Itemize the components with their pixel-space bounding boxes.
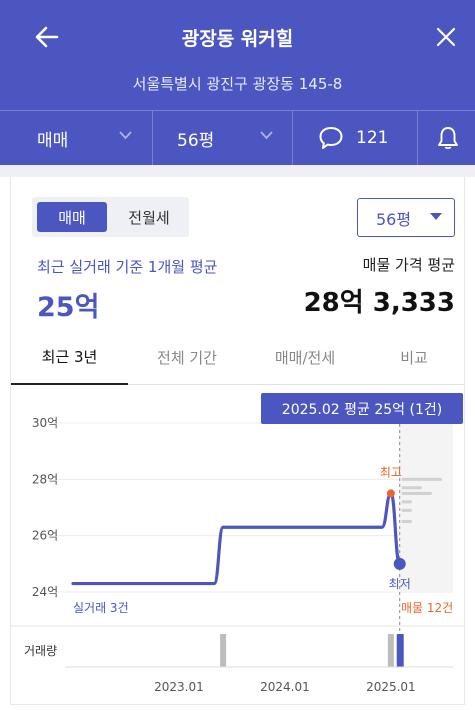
content-card xyxy=(10,177,465,705)
comment-icon xyxy=(319,127,343,149)
back-arrow-icon[interactable] xyxy=(32,22,62,52)
recent-average-value: 25억 xyxy=(37,292,100,323)
period-tabs: 최근 3년 전체 기간 매매/전세 비교 xyxy=(11,330,464,385)
tab-compare[interactable]: 비교 xyxy=(400,349,428,367)
toggle-sale[interactable]: 매매 xyxy=(37,202,107,232)
trade-count-label: 실거래 3건 xyxy=(73,601,129,615)
max-label: 최고 xyxy=(380,465,402,479)
deal-type-toggle: 매매 전월세 xyxy=(32,197,189,237)
toggle-lease[interactable]: 전월세 xyxy=(128,208,170,227)
volume-bar xyxy=(220,634,227,667)
y-tick-label: 26억 xyxy=(32,529,58,543)
x-tick-label: 2024.01 xyxy=(260,680,310,694)
price-chart[interactable]: 24억 26억 28억 30억 최고 최저 실거래 3건 매물 12건 거래량 202… xyxy=(11,386,464,704)
y-tick-label: 24억 xyxy=(32,585,58,599)
tab-sale-lease[interactable]: 매매/전세 xyxy=(274,349,336,367)
notification-button[interactable] xyxy=(417,111,475,165)
deal-type-label: 매매 xyxy=(37,130,69,151)
x-tick-label: 2025.01 xyxy=(366,680,416,694)
y-tick-label: 28억 xyxy=(32,472,58,486)
bell-icon xyxy=(438,127,458,150)
listing-bar xyxy=(401,520,412,524)
y-tick-label: 30억 xyxy=(32,416,58,430)
volume-bar xyxy=(396,634,404,667)
min-label: 최저 xyxy=(389,577,411,591)
header-divider xyxy=(0,110,475,111)
listing-average-label: 매물 가격 평균 xyxy=(362,256,455,274)
recent-average-label: 최근 실거래 기준 1개월 평균 xyxy=(37,258,218,276)
tooltip: 2025.02 평균 25억 (1건) xyxy=(261,393,463,424)
page-title: 광장동 워커힐 xyxy=(181,28,294,50)
volume-bar xyxy=(387,634,394,667)
app-header: 광장동 워커힐 서울특별시 광진구 광장동 145-8 매매 56평 121 xyxy=(0,0,475,165)
tooltip-text: 2025.02 평균 25억 (1건) xyxy=(282,402,442,418)
caret-down-icon xyxy=(430,213,442,220)
listing-average-value: 28억 3,333 xyxy=(303,288,455,318)
area-label: 56평 xyxy=(177,130,215,151)
listing-bar xyxy=(401,508,412,512)
listing-bar xyxy=(401,491,432,495)
listing-bar xyxy=(401,477,442,481)
chevron-down-icon xyxy=(119,131,132,140)
area-select[interactable]: 56평 xyxy=(357,198,455,237)
x-tick-label: 2023.01 xyxy=(154,680,204,694)
chevron-down-icon xyxy=(260,131,273,140)
selected-point-marker xyxy=(393,557,406,570)
listing-count-label: 매물 12건 xyxy=(401,601,453,615)
address-text: 서울특별시 광진구 광장동 145-8 xyxy=(132,75,343,93)
tab-all-period[interactable]: 전체 기간 xyxy=(157,349,217,367)
area-dropdown[interactable]: 56평 xyxy=(152,111,292,165)
tab-recent-3y[interactable]: 최근 3년 xyxy=(11,330,128,385)
section-gap xyxy=(0,165,475,177)
listing-bar xyxy=(401,486,422,490)
deal-type-dropdown[interactable]: 매매 xyxy=(0,111,152,165)
tooltip-box xyxy=(261,393,463,424)
close-icon[interactable] xyxy=(431,22,461,52)
max-point-marker xyxy=(386,489,395,498)
listing-area xyxy=(399,423,453,592)
listing-bar xyxy=(401,500,412,504)
comments-button[interactable]: 121 xyxy=(292,111,417,165)
area-select-value: 56평 xyxy=(376,209,412,229)
volume-label: 거래량 xyxy=(24,644,57,658)
filter-bar: 매매 56평 121 xyxy=(0,111,475,165)
comment-count: 121 xyxy=(356,128,389,148)
